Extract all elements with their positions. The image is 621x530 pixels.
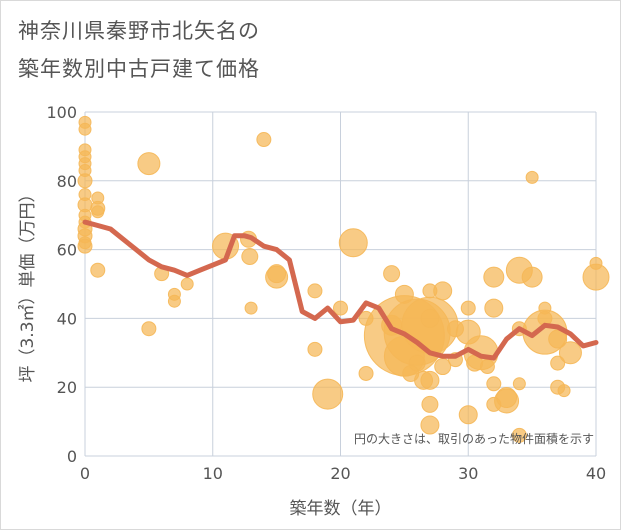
bubble-point bbox=[91, 205, 105, 219]
bubble-point bbox=[521, 266, 543, 288]
bubble-point bbox=[525, 170, 539, 184]
bubble-point bbox=[78, 122, 92, 136]
bubble-point bbox=[557, 384, 571, 398]
bubble-point bbox=[307, 341, 323, 357]
y-tick-labels: 0 20 40 60 80 100 bbox=[46, 103, 77, 466]
y-tick-label: 20 bbox=[57, 378, 77, 397]
bubble-point bbox=[241, 247, 259, 265]
x-axis-label: 築年数（年） bbox=[290, 499, 392, 519]
x-tick-labels: 0 10 20 30 40 bbox=[80, 464, 606, 483]
y-tick-label: 60 bbox=[57, 241, 77, 260]
bubble-point bbox=[460, 300, 476, 316]
bubble-point bbox=[548, 329, 568, 349]
bubble-point bbox=[180, 277, 194, 291]
bubble-point bbox=[333, 300, 348, 316]
y-tick-label: 40 bbox=[57, 309, 77, 328]
bubble-point bbox=[167, 294, 181, 308]
bubble-point bbox=[420, 308, 440, 328]
bubble-point bbox=[433, 281, 453, 301]
bubble-point bbox=[137, 152, 161, 176]
bubble-point bbox=[338, 228, 368, 258]
x-tick-label: 0 bbox=[80, 464, 90, 483]
bubble-point bbox=[312, 378, 344, 410]
bubble-point bbox=[421, 395, 439, 413]
bubble-point bbox=[479, 359, 495, 375]
bubble-point bbox=[483, 266, 505, 288]
chart-title-line1: 神奈川県秦野市北矢名の bbox=[18, 19, 260, 43]
bubble-point bbox=[486, 376, 502, 392]
bubble-size-note: 円の大きさは、取引のあった物件面積を示す bbox=[354, 431, 594, 446]
chart-title-line2: 築年数別中古戸建て価格 bbox=[18, 57, 260, 81]
bubble-point bbox=[420, 415, 440, 435]
y-axis-label: 坪（3.3㎡）単価（万円） bbox=[18, 185, 38, 382]
y-tick-label: 0 bbox=[67, 447, 77, 466]
bubble-point bbox=[512, 377, 526, 391]
x-tick-label: 10 bbox=[203, 464, 223, 483]
bubble-point bbox=[77, 173, 93, 189]
bubble-point bbox=[408, 354, 426, 372]
x-tick-label: 40 bbox=[586, 464, 606, 483]
bubble-point bbox=[358, 365, 374, 381]
grid-lines bbox=[84, 111, 597, 457]
y-tick-label: 100 bbox=[46, 103, 77, 122]
bubble-point bbox=[550, 355, 566, 371]
bubble-point bbox=[558, 341, 582, 365]
bubble-point bbox=[244, 301, 258, 315]
x-tick-label: 20 bbox=[330, 464, 350, 483]
bubble-point bbox=[77, 238, 93, 254]
bubble-point bbox=[265, 265, 289, 289]
bubble-point bbox=[307, 283, 323, 299]
bubble-point bbox=[420, 370, 440, 390]
bubble-point bbox=[90, 262, 106, 278]
bubble-point bbox=[494, 388, 520, 414]
bubble-point bbox=[141, 321, 157, 337]
bubble-point bbox=[582, 263, 610, 291]
x-tick-label: 30 bbox=[458, 464, 478, 483]
bubble-series bbox=[77, 115, 610, 443]
average-price-line bbox=[82, 219, 599, 361]
bubble-point bbox=[458, 405, 478, 425]
bubble-point bbox=[511, 427, 527, 443]
bubble-point bbox=[383, 265, 401, 283]
bubble-point bbox=[256, 132, 272, 148]
y-tick-label: 80 bbox=[57, 172, 77, 191]
bubble-point bbox=[484, 298, 504, 318]
